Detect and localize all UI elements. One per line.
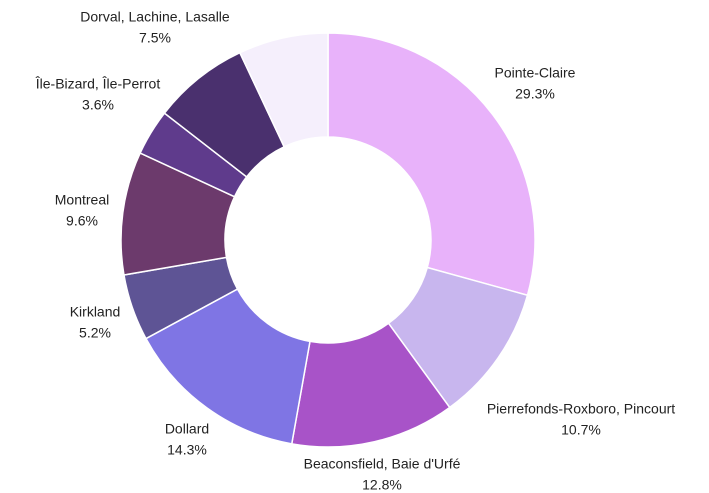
slice-value-label: 10.7% xyxy=(561,422,601,438)
slice-value-label: 5.2% xyxy=(79,325,111,341)
slice-label: Pierrefonds-Roxboro, Pincourt xyxy=(487,401,675,417)
slice-value-label: 14.3% xyxy=(167,442,207,458)
donut-slice xyxy=(327,32,536,297)
donut-slice xyxy=(144,288,311,445)
slice-label: Pointe-Claire xyxy=(495,65,576,81)
slice-label: Dorval, Lachine, Lasalle xyxy=(80,9,230,25)
slice-value-label: 12.8% xyxy=(362,477,402,493)
slice-label: Kirkland xyxy=(70,304,121,320)
slice-label: Beaconsfield, Baie d'Urfé xyxy=(304,456,461,472)
slice-label: Île-Bizard, Île-Perrot xyxy=(35,76,161,92)
slice-value-label: 3.6% xyxy=(82,97,114,113)
slice-value-label: 9.6% xyxy=(66,213,98,229)
slice-value-label: 7.5% xyxy=(139,30,171,46)
donut-slice xyxy=(238,32,329,148)
slice-label: Montreal xyxy=(55,192,109,208)
slice-label: Dollard xyxy=(165,421,209,437)
slice-value-label: 29.3% xyxy=(515,86,555,102)
